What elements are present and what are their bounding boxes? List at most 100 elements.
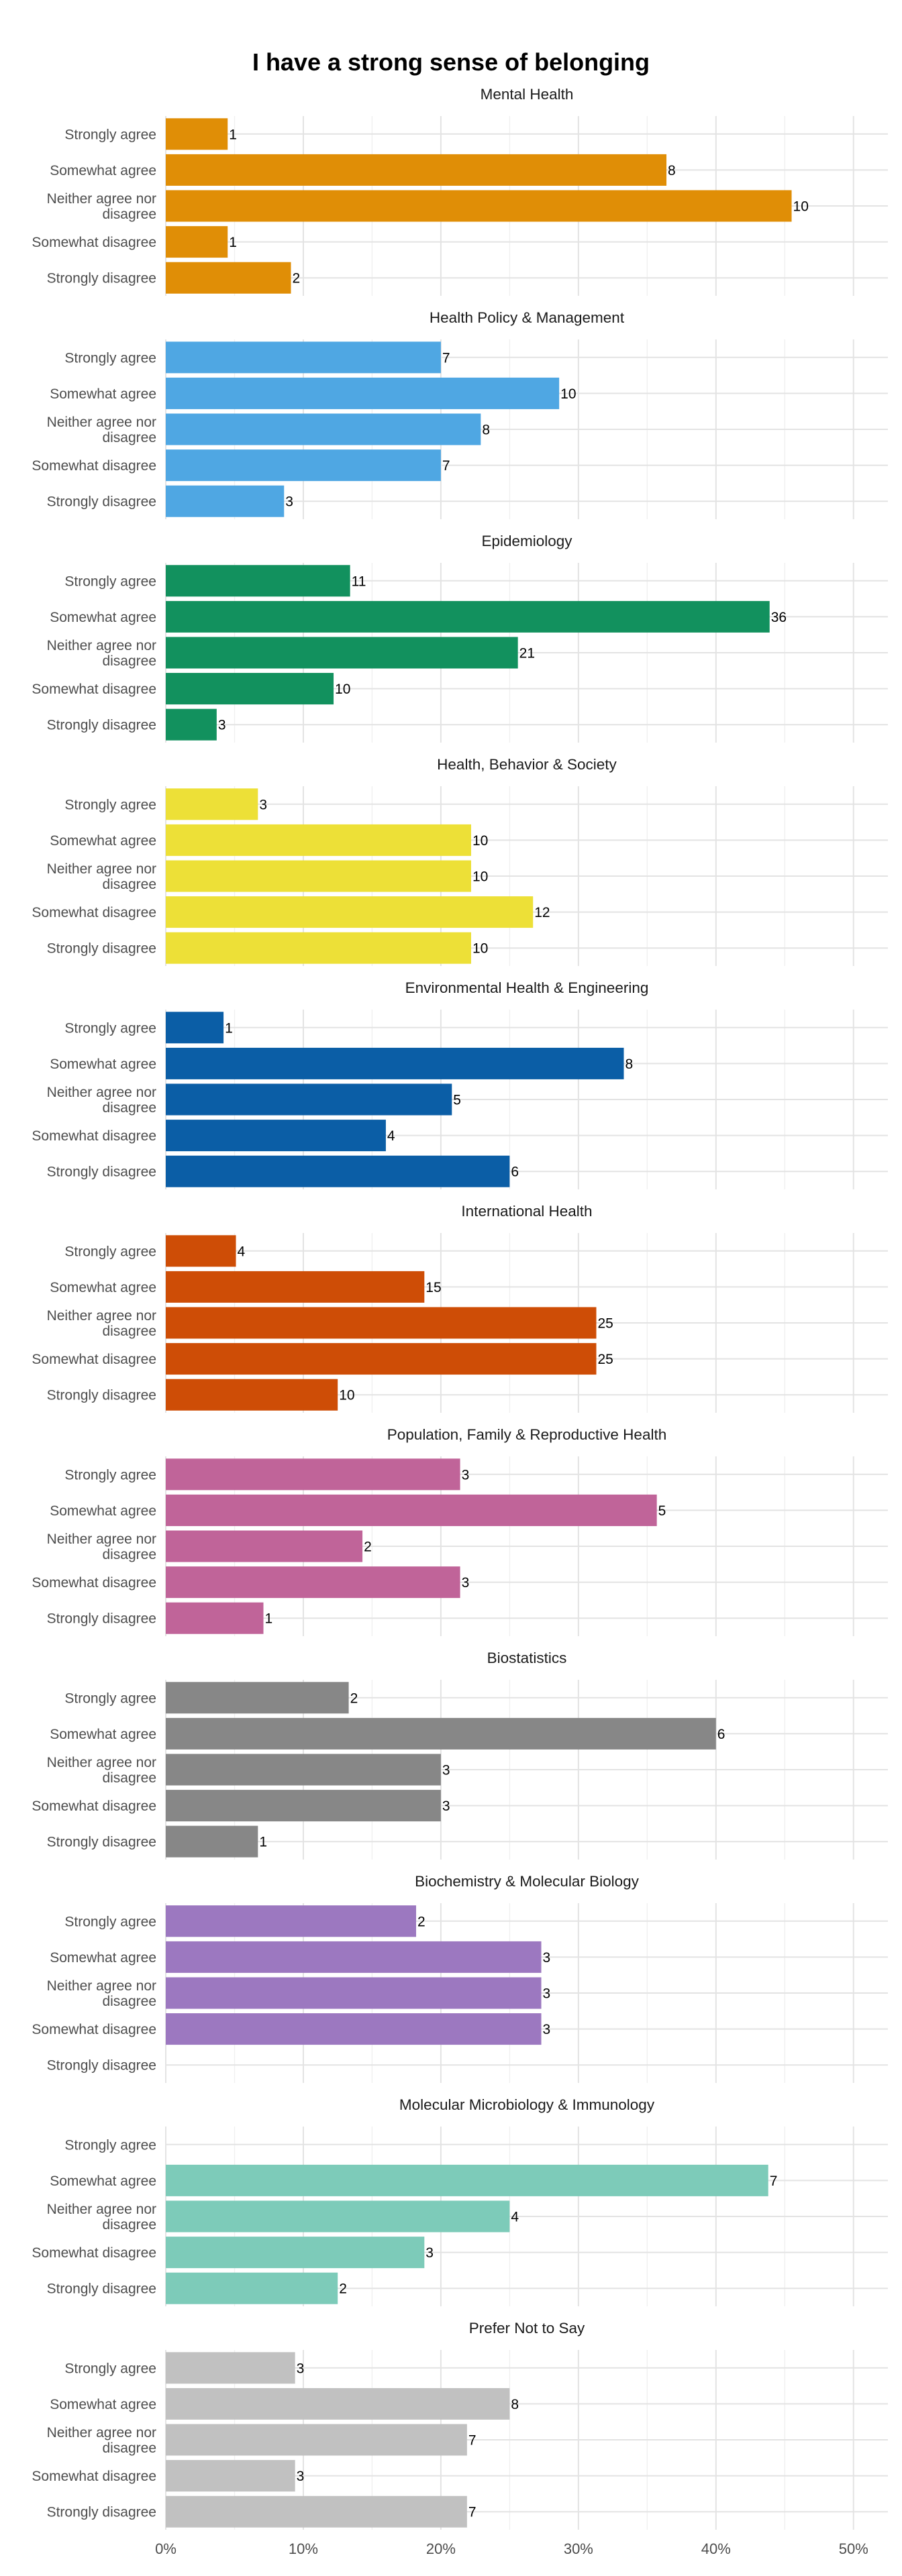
category-label: Strongly disagree <box>47 2505 156 2520</box>
category-label: Neither agree nor disagree <box>47 2425 156 2456</box>
x-tick-label: 10% <box>289 2540 318 2557</box>
bar-value-label: 1 <box>259 1835 267 1850</box>
bar-value-label: 3 <box>543 1986 551 2002</box>
panel-title: Molecular Microbiology & Immunology <box>399 2096 655 2113</box>
bar-neither-agree-nor-disagree <box>166 1977 542 2009</box>
category-label: Strongly agree <box>64 350 156 366</box>
bar-value-label: 3 <box>218 718 226 733</box>
bar-somewhat-disagree <box>166 1120 386 1152</box>
category-label: Neither agree nor disagree <box>47 415 156 445</box>
bar-neither-agree-nor-disagree <box>166 1530 363 1562</box>
category-label: Neither agree nor disagree <box>47 1085 156 1116</box>
bar-value-label: 1 <box>265 1611 273 1627</box>
chart-title: I have a strong sense of belonging <box>252 48 650 76</box>
category-label: Somewhat agree <box>50 833 156 849</box>
bar-somewhat-agree <box>166 1494 657 1526</box>
bar-neither-agree-nor-disagree <box>166 1754 441 1786</box>
bar-value-label: 12 <box>534 905 550 920</box>
panel-international-health: International Health 4 Strongly agree 15 Som… <box>32 1203 888 1413</box>
category-label: Strongly disagree <box>47 718 156 733</box>
bar-value-label: 11 <box>352 574 366 589</box>
bar-value-label: 10 <box>793 199 809 215</box>
panel-health-policy-management: Health Policy & Management 7 Strongly agre… <box>32 309 888 519</box>
bar-value-label: 8 <box>668 163 676 178</box>
bar-value-label: 1 <box>225 1020 233 1036</box>
category-label: Neither agree nor disagree <box>47 1978 156 2009</box>
category-label: Strongly agree <box>64 1914 156 1929</box>
bar-strongly-agree <box>166 788 258 820</box>
category-label: Neither agree nor disagree <box>47 191 156 222</box>
category-label: Neither agree nor disagree <box>47 1755 156 1786</box>
bar-neither-agree-nor-disagree <box>166 190 792 222</box>
bar-neither-agree-nor-disagree <box>166 413 481 445</box>
bar-somewhat-agree <box>166 2164 768 2196</box>
bar-value-label: 7 <box>770 2174 778 2189</box>
panel-title: Biochemistry & Molecular Biology <box>415 1873 640 1890</box>
panel-molecular-microbiology-immunology: Molecular Microbiology & Immunology Stron… <box>32 2096 888 2306</box>
bar-strongly-agree <box>166 341 441 374</box>
bar-strongly-agree <box>166 565 350 597</box>
panel-title: International Health <box>461 1203 592 1220</box>
category-label: Strongly agree <box>64 574 156 589</box>
bar-somewhat-disagree <box>166 896 534 928</box>
category-label: Somewhat agree <box>50 1950 156 1966</box>
category-label: Neither agree nor disagree <box>47 1308 156 1339</box>
bar-strongly-disagree <box>166 1602 264 1634</box>
category-label: Somewhat agree <box>50 2174 156 2189</box>
category-label: Strongly disagree <box>47 1165 156 1180</box>
bar-strongly-agree <box>166 1235 236 1267</box>
panel-title: Population, Family & Reproductive Health <box>387 1426 666 1443</box>
x-tick-label: 50% <box>839 2540 868 2557</box>
bar-strongly-agree <box>166 1012 224 1044</box>
bar-value-label: 3 <box>285 494 293 510</box>
bar-value-label: 6 <box>717 1727 725 1742</box>
bar-value-label: 36 <box>771 610 787 625</box>
x-tick-label: 30% <box>564 2540 593 2557</box>
bar-value-label: 4 <box>387 1128 395 1144</box>
category-label: Neither agree nor disagree <box>47 638 156 669</box>
panel-population-family-reproductive-health: Population, Family & Reproductive Health… <box>32 1426 888 1636</box>
bar-value-label: 1 <box>229 127 237 142</box>
panel-title: Health Policy & Management <box>430 309 625 326</box>
bar-value-label: 5 <box>658 1503 666 1519</box>
bar-value-label: 2 <box>417 1914 425 1929</box>
category-label: Strongly disagree <box>47 1388 156 1403</box>
bar-value-label: 5 <box>453 1093 461 1108</box>
bar-value-label: 7 <box>468 2433 477 2449</box>
bar-somewhat-disagree <box>166 2237 425 2269</box>
category-label: Somewhat agree <box>50 1503 156 1519</box>
category-label: Somewhat disagree <box>32 2469 156 2484</box>
bar-value-label: 7 <box>442 458 450 474</box>
bar-value-label: 8 <box>625 1057 633 1072</box>
bar-neither-agree-nor-disagree <box>166 860 471 892</box>
bar-value-label: 10 <box>335 682 350 697</box>
panel-title: Environmental Health & Engineering <box>405 979 649 996</box>
bar-strongly-agree <box>166 1682 349 1714</box>
panel-environmental-health-engineering: Environmental Health & Engineering 1 Stron… <box>32 979 888 1189</box>
category-label: Somewhat disagree <box>32 2022 156 2037</box>
bar-neither-agree-nor-disagree <box>166 1083 452 1116</box>
bar-value-label: 3 <box>442 1763 450 1778</box>
bar-value-label: 10 <box>339 1388 354 1403</box>
category-label: Somewhat disagree <box>32 2245 156 2261</box>
bar-somewhat-disagree <box>166 1343 597 1375</box>
bar-value-label: 2 <box>350 1690 358 1706</box>
bar-value-label: 3 <box>462 1467 470 1483</box>
category-label: Strongly disagree <box>47 2058 156 2074</box>
bar-value-label: 3 <box>543 1950 551 1966</box>
category-label: Somewhat agree <box>50 1727 156 1742</box>
category-label: Neither agree nor disagree <box>47 2202 156 2233</box>
category-label: Neither agree nor disagree <box>47 1532 156 1562</box>
bar-somewhat-disagree <box>166 2013 542 2045</box>
bar-neither-agree-nor-disagree <box>166 637 518 669</box>
bar-strongly-disagree <box>166 485 285 517</box>
bar-somewhat-agree <box>166 1941 542 1973</box>
bar-value-label: 7 <box>468 2505 477 2520</box>
bar-value-label: 10 <box>472 941 488 957</box>
bar-neither-agree-nor-disagree <box>166 2424 467 2456</box>
bar-value-label: 3 <box>297 2361 305 2376</box>
category-label: Strongly agree <box>64 127 156 142</box>
category-label: Strongly disagree <box>47 494 156 510</box>
category-label: Strongly disagree <box>47 2282 156 2297</box>
